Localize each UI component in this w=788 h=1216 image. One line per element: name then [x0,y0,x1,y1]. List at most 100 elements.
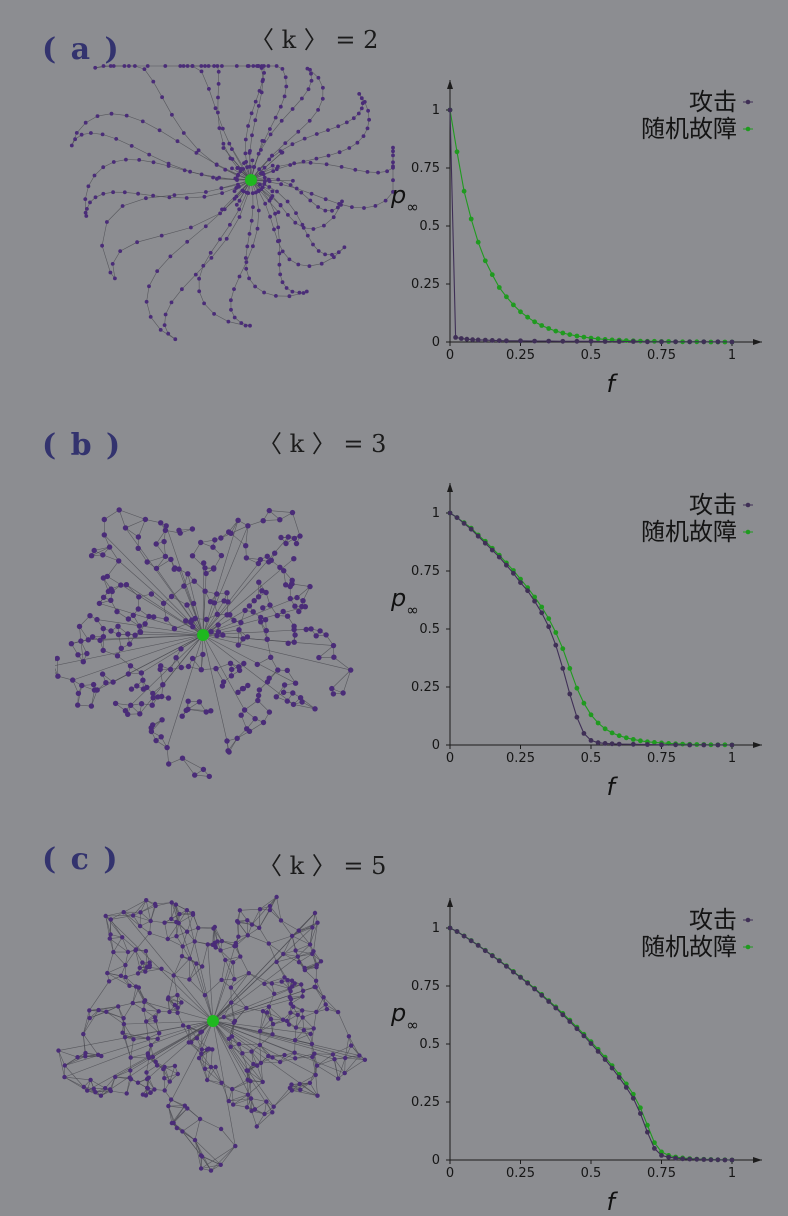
data-point-random [539,323,545,328]
data-point-attack [701,1157,707,1162]
data-point-attack [470,337,475,343]
data-point-attack [496,338,502,343]
data-point-random [638,738,643,744]
y-tick-label: 1 [432,506,440,521]
x-tick-label: 0.25 [506,751,535,766]
data-point-random [539,604,545,610]
panel-a-k-label: 〈 k 〉 = 2 [250,26,379,54]
data-point-attack [560,666,566,671]
data-point-attack [539,610,545,616]
x-tick-label: 0.75 [647,348,676,363]
data-point-random [574,333,580,339]
data-point-attack [715,742,721,748]
edges [71,65,394,340]
nodes [56,894,368,1173]
y-tick-label: 0.5 [419,219,440,234]
data-point-attack [511,969,516,975]
y-axis-label: p∞ [390,181,419,216]
series-line-random [449,109,732,343]
x-tick-label: 1 [728,1166,736,1181]
data-point-attack [482,337,488,343]
data-point-attack [458,336,464,341]
data-point-attack [532,598,537,604]
data-point-attack [729,339,735,345]
data-point-attack [588,738,594,743]
data-point-random [511,302,516,308]
data-point-random [652,740,657,745]
data-point-random [567,332,573,337]
data-point-attack [567,1019,573,1024]
x-tick-label: 0.25 [506,1166,535,1181]
y-tick-label: 0 [432,335,440,350]
data-point-attack [461,521,467,526]
legend-marker [745,529,751,535]
data-point-attack [581,1033,587,1039]
data-point-random [602,726,608,732]
data-point-attack [595,1049,601,1054]
x-tick-label: 0.75 [647,751,676,766]
data-point-random [652,1140,657,1145]
data-point-random [560,330,566,336]
data-point-attack [588,338,594,344]
data-point-random [574,685,580,691]
data-point-attack [447,925,453,931]
x-axis-label: f [607,370,619,398]
data-point-attack [581,731,587,736]
data-point-attack [468,526,474,532]
data-point-attack [539,992,545,998]
data-point-random [454,149,460,155]
x-tick-label: 1 [728,751,736,766]
data-point-attack [496,958,502,964]
legend-marker [745,917,751,923]
data-point-random [553,328,559,334]
x-axis-label: f [607,1188,619,1216]
legend-marker [745,944,751,950]
x-tick-label: 0.25 [506,348,535,363]
data-point-random [659,1149,664,1155]
data-point-attack [464,336,470,342]
data-point-attack [715,1157,721,1163]
data-point-attack [701,339,707,345]
y-tick-label: 0 [432,738,440,753]
hub-node [245,174,257,186]
data-point-random [461,188,467,194]
data-point-attack [468,938,474,944]
data-point-attack [659,1153,664,1158]
data-point-attack [673,1155,678,1161]
data-point-attack [616,741,622,747]
data-point-attack [694,1156,700,1162]
data-point-attack [659,742,664,748]
data-point-random [553,630,559,635]
data-point-attack [546,624,552,630]
edges [55,509,351,777]
legend-marker [745,99,751,105]
data-point-attack [461,933,467,939]
y-axis-label: p∞ [390,584,419,619]
data-point-attack [673,339,678,345]
data-point-attack [616,1075,622,1080]
data-point-attack [560,1012,566,1018]
data-point-attack [687,339,693,345]
legend-label-attack: 攻击 [689,906,737,934]
x-tick-label: 0 [446,1166,454,1181]
data-point-attack [574,1026,580,1032]
data-point-attack [525,588,530,594]
data-point-random [546,326,552,331]
y-tick-label: 0.75 [411,564,440,579]
x-tick-label: 0 [446,751,454,766]
data-point-attack [673,742,678,748]
data-point-attack [588,1041,594,1046]
data-point-random [595,720,601,726]
data-point-random [532,594,537,600]
legend-label-random: 随机故障 [641,115,737,143]
y-tick-label: 1 [432,921,440,936]
data-point-random [518,309,523,315]
data-point-random [532,319,537,325]
data-point-attack [645,339,650,345]
data-point-attack [638,1111,643,1116]
y-tick-label: 0.25 [411,680,440,695]
data-point-attack [652,1146,657,1151]
panel-c-label: ( c ) [42,842,120,877]
